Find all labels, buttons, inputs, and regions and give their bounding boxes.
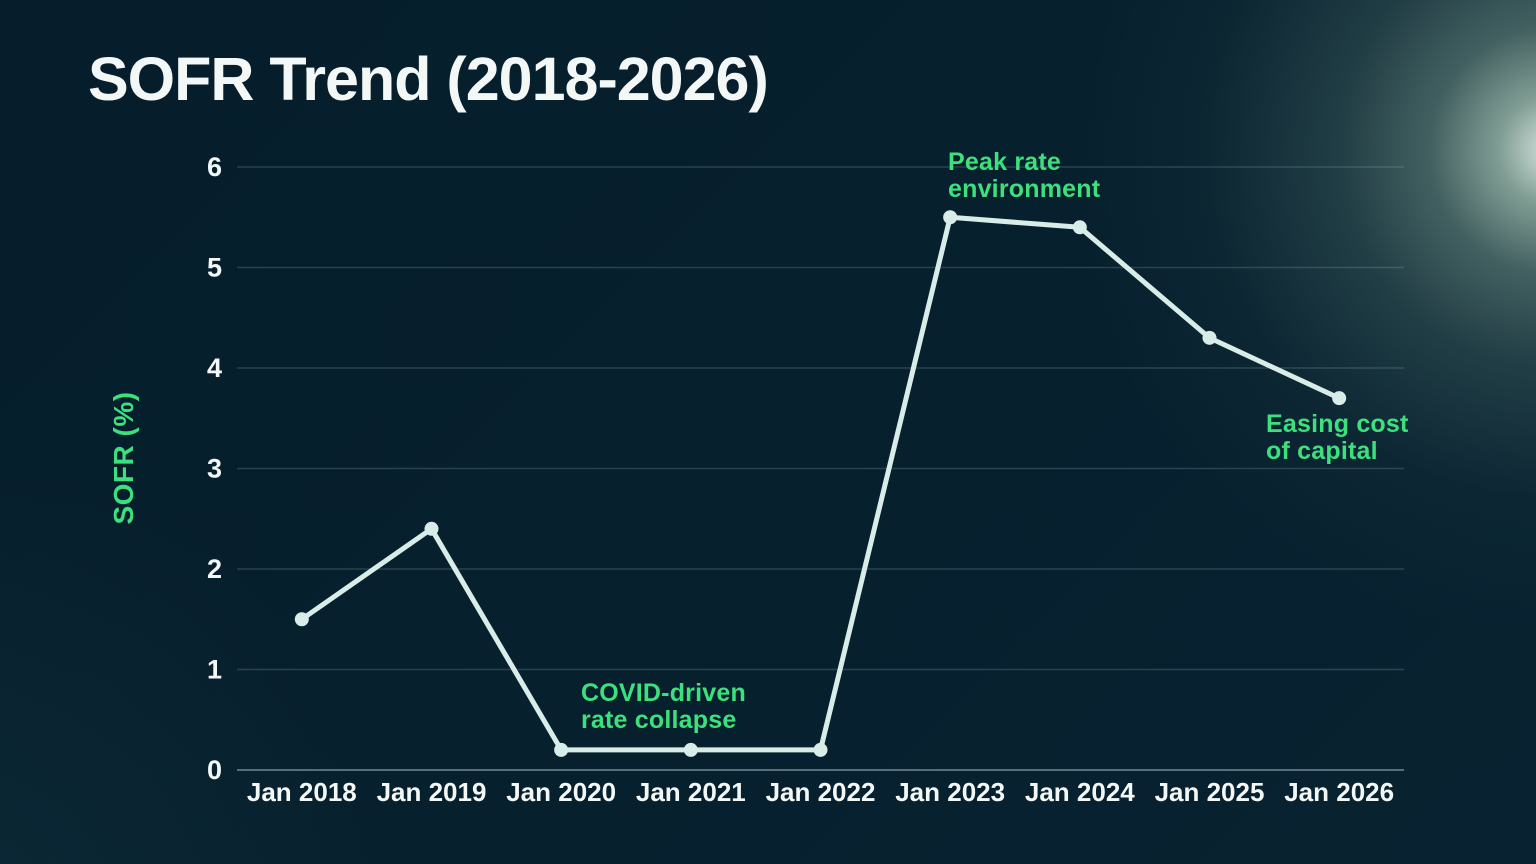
y-tick-label: 4 bbox=[207, 353, 222, 383]
data-point bbox=[1202, 330, 1217, 345]
data-point bbox=[294, 612, 309, 627]
x-tick-label: Jan 2024 bbox=[1025, 777, 1135, 807]
y-tick-label: 6 bbox=[207, 152, 222, 182]
data-point bbox=[1072, 220, 1087, 235]
x-tick-label: Jan 2018 bbox=[247, 777, 357, 807]
y-tick-label: 3 bbox=[207, 454, 222, 484]
x-tick-label: Jan 2021 bbox=[636, 777, 746, 807]
y-tick-label: 1 bbox=[207, 655, 222, 685]
data-point bbox=[1332, 391, 1347, 406]
y-tick-label: 5 bbox=[207, 253, 222, 283]
chart-title: SOFR Trend (2018-2026) bbox=[88, 45, 769, 113]
data-point bbox=[683, 742, 698, 757]
y-tick-label: 2 bbox=[207, 554, 222, 584]
data-point bbox=[424, 521, 439, 536]
x-tick-label: Jan 2022 bbox=[766, 777, 876, 807]
annotation-peak-rate-environment: Peak rate environment bbox=[948, 148, 1101, 203]
y-tick-label: 0 bbox=[207, 755, 222, 785]
x-tick-label: Jan 2023 bbox=[895, 777, 1005, 807]
data-point bbox=[554, 742, 569, 757]
annotation-easing-cost-of-capital: Easing cost of capital bbox=[1266, 410, 1409, 465]
annotation-covid-rate-collapse: COVID-driven rate collapse bbox=[581, 679, 746, 734]
x-tick-label: Jan 2019 bbox=[377, 777, 487, 807]
data-point bbox=[813, 742, 828, 757]
x-tick-label: Jan 2025 bbox=[1155, 777, 1265, 807]
data-point bbox=[943, 210, 958, 225]
x-tick-label: Jan 2020 bbox=[506, 777, 616, 807]
x-tick-label: Jan 2026 bbox=[1284, 777, 1394, 807]
